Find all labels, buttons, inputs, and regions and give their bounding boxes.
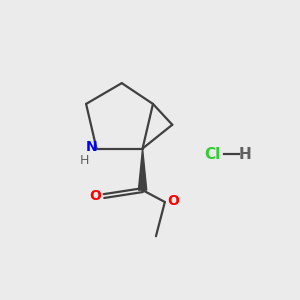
Text: H: H — [239, 147, 251, 162]
Text: O: O — [167, 194, 179, 208]
Text: O: O — [90, 189, 101, 203]
Text: Cl: Cl — [204, 147, 220, 162]
Polygon shape — [138, 148, 147, 190]
Text: H: H — [79, 154, 89, 167]
Text: N: N — [85, 140, 97, 154]
